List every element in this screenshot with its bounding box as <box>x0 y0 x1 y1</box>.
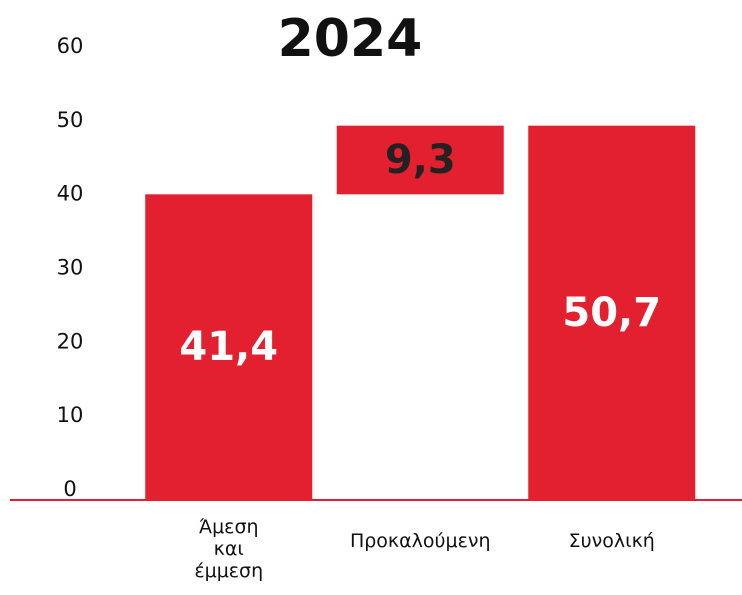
x-tick-label: Προκαλούμενη <box>349 530 491 552</box>
data-label: 50,7 <box>562 290 661 336</box>
y-tick-label: 60 <box>57 34 84 58</box>
y-tick-label: 10 <box>57 403 84 427</box>
bar <box>336 125 504 195</box>
x-tick-label: Άμεση και έμμεση <box>194 516 264 582</box>
bar <box>528 125 696 500</box>
bar <box>145 194 313 500</box>
y-tick-label: 50 <box>57 108 84 132</box>
y-tick-label: 20 <box>57 329 84 353</box>
data-label: 9,3 <box>385 137 456 183</box>
y-tick-label: 30 <box>57 256 84 280</box>
x-tick-label: Συνολική <box>568 530 655 552</box>
y-tick-label: 0 <box>63 477 76 501</box>
chart-title: 2024 <box>278 9 423 69</box>
y-tick-label: 40 <box>57 182 84 206</box>
data-label: 41,4 <box>179 324 278 370</box>
